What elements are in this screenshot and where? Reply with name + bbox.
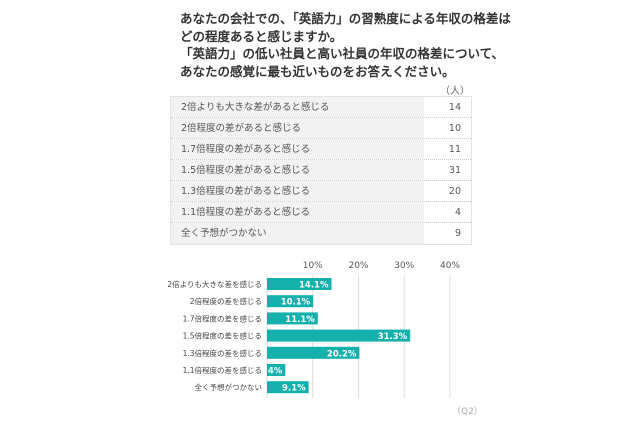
category-label: 2倍よりも大きな差を感じる <box>167 279 262 289</box>
title-line: あなたの感覚に最も近いものをお答えください。 <box>180 63 455 79</box>
bar <box>267 364 286 376</box>
title-line: どの程度あると感じますか。 <box>180 28 343 44</box>
title-line: 「英語力」の低い社員と高い社員の年収の格差について、 <box>180 46 505 61</box>
table-row: 全く予想がつかない 9 <box>171 223 471 244</box>
question-title: あなたの会社での、「英語力」の習熟度による年収の格差は どの程度あると感じますか… <box>180 10 511 80</box>
table-row: 1.7倍程度の差があると感じる 11 <box>171 139 471 160</box>
row-label: 2倍よりも大きな差があると感じる <box>171 97 424 117</box>
bar <box>267 295 314 308</box>
row-value: 14 <box>448 102 461 113</box>
category-label: 全く予想がつかない <box>195 382 263 392</box>
data-label: 31.3% <box>378 332 408 342</box>
row-label: 1.1倍程度の差があると感じる <box>171 202 424 222</box>
x-tick-label: 20% <box>348 261 368 271</box>
bar <box>267 346 360 359</box>
table-row: 1.5倍程度の差があると感じる 31 <box>171 160 471 181</box>
unit-label: （人） <box>440 86 470 97</box>
data-label: 10.1% <box>281 298 311 308</box>
category-label: 1.1倍程度の差を感じる <box>183 365 262 375</box>
category-label: 1.7倍程度の差を感じる <box>183 313 262 323</box>
row-value: 10 <box>448 123 461 134</box>
x-tick-label: 40% <box>440 261 460 271</box>
x-tick-label: 10% <box>303 261 323 271</box>
data-label: 9.1% <box>282 384 306 394</box>
data-label: 11.1% <box>285 315 315 325</box>
row-label: 2倍程度の差があると感じる <box>171 118 424 138</box>
row-value: 20 <box>448 186 461 197</box>
bar <box>267 381 309 394</box>
row-label: 1.3倍程度の差があると感じる <box>171 181 424 201</box>
row-value: 31 <box>448 165 461 176</box>
data-label: 14.1% <box>299 281 329 291</box>
row-label: 全く予想がつかない <box>171 223 424 244</box>
table-row: 2倍程度の差があると感じる 10 <box>171 118 471 139</box>
results-table: 2倍よりも大きな差があると感じる 14 2倍程度の差があると感じる 10 1.7倍程度の… <box>170 96 472 245</box>
question-id: （Q2） <box>452 407 483 417</box>
category-label: 2倍程度の差を感じる <box>190 296 262 306</box>
bar <box>267 312 318 325</box>
table-row: 1.3倍程度の差があると感じる 20 <box>171 181 471 202</box>
row-label: 1.7倍程度の差があると感じる <box>171 139 424 159</box>
row-label: 1.5倍程度の差があると感じる <box>171 160 424 180</box>
data-label: 20.2% <box>327 349 357 359</box>
table-row: 1.1倍程度の差があると感じる 4 <box>171 202 471 223</box>
x-tick-label: 30% <box>394 261 414 271</box>
category-label: 1.5倍程度の差を感じる <box>183 331 262 341</box>
table-row: 2倍よりも大きな差があると感じる 14 <box>171 97 471 118</box>
row-value: 9 <box>454 228 461 239</box>
data-label: 4% <box>268 367 283 377</box>
row-value: 4 <box>454 207 461 218</box>
category-label: 1.3倍程度の差を感じる <box>183 348 262 358</box>
row-value: 11 <box>448 144 461 155</box>
bar <box>267 329 411 342</box>
title-line: あなたの会社での、「英語力」の習熟度による年収の格差は <box>180 11 511 26</box>
bar <box>267 278 332 290</box>
